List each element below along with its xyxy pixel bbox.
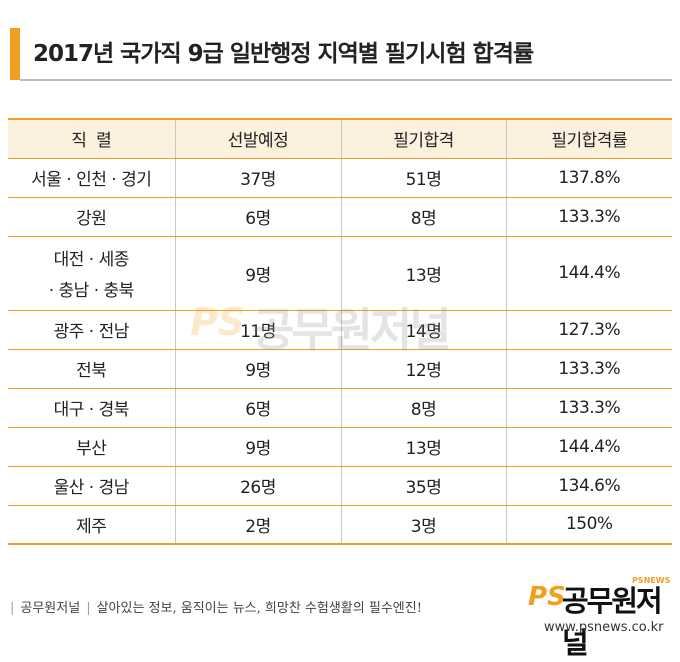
cell-passed: 3명 xyxy=(340,505,506,545)
cell-planned: 2명 xyxy=(174,505,341,545)
divider: | xyxy=(86,601,91,616)
divider: | xyxy=(10,601,15,616)
page-title: 2017년 국가직 9급 일반행정 지역별 필기시험 합격률 xyxy=(33,41,534,67)
cell-planned: 37명 xyxy=(174,158,341,198)
cell-passed: 35명 xyxy=(340,466,506,506)
cell-passed: 51명 xyxy=(340,158,506,198)
table-row: 제주 2명 3명 150% xyxy=(8,505,672,545)
cell-planned: 6명 xyxy=(174,197,341,237)
table-row: 부산 9명 13명 144.4% xyxy=(8,427,672,467)
cell-region-line2: · 충남 · 충북 xyxy=(48,281,135,301)
cell-planned: 9명 xyxy=(174,427,341,467)
cell-rate: 137.8% xyxy=(505,158,672,198)
cell-planned: 11명 xyxy=(174,310,341,350)
cell-region: 제주 xyxy=(8,505,175,545)
title-divider xyxy=(20,79,672,81)
cell-rate: 133.3% xyxy=(505,197,672,237)
footer-brand: 공무원저널 xyxy=(20,601,81,616)
logo-ps: PS xyxy=(528,582,566,612)
header-passed: 필기합격 xyxy=(340,118,506,159)
footer-tagline: | 공무원저널 | 살아있는 정보, 움직이는 뉴스, 희망찬 수험생활의 필수엔진! xyxy=(4,597,422,616)
cell-region: 울산 · 경남 xyxy=(8,466,175,506)
cell-rate: 144.4% xyxy=(505,427,672,467)
cell-rate: 144.4% xyxy=(505,236,672,311)
cell-region: 강원 xyxy=(8,197,175,237)
table-row: 울산 · 경남 26명 35명 134.6% xyxy=(8,466,672,506)
cell-passed: 13명 xyxy=(340,236,506,311)
header-region: 직 렬 xyxy=(8,118,175,159)
header-planned: 선발예정 xyxy=(174,118,341,159)
brand-logo: PS 공무원저널 PSNEWS xyxy=(528,576,678,660)
cell-rate: 133.3% xyxy=(505,388,672,428)
cell-region-line1: 대전 · 세종 xyxy=(53,250,130,270)
cell-region: 전북 xyxy=(8,349,175,389)
table-row: 광주 · 전남 11명 14명 127.3% xyxy=(8,310,672,350)
title-block: 2017년 국가직 9급 일반행정 지역별 필기시험 합격률 xyxy=(0,28,680,80)
table-row: 대구 · 경북 6명 8명 133.3% xyxy=(8,388,672,428)
table-row: 전북 9명 12명 133.3% xyxy=(8,349,672,389)
table-row: 강원 6명 8명 133.3% xyxy=(8,197,672,237)
cell-region: 부산 xyxy=(8,427,175,467)
cell-region: 대구 · 경북 xyxy=(8,388,175,428)
header-rate: 필기합격률 xyxy=(505,118,672,159)
cell-region: 서울 · 인천 · 경기 xyxy=(8,158,175,198)
cell-planned: 6명 xyxy=(174,388,341,428)
cell-rate: 150% xyxy=(505,505,672,545)
logo-news: PSNEWS xyxy=(632,576,671,585)
cell-region: 대전 · 세종 · 충남 · 충북 xyxy=(8,236,175,311)
cell-passed: 14명 xyxy=(340,310,506,350)
table-row: 대전 · 세종 · 충남 · 충북 9명 13명 144.4% xyxy=(8,236,672,311)
cell-passed: 8명 xyxy=(340,197,506,237)
table-row: 서울 · 인천 · 경기 37명 51명 137.8% xyxy=(8,158,672,198)
cell-passed: 8명 xyxy=(340,388,506,428)
cell-planned: 9명 xyxy=(174,349,341,389)
cell-region: 광주 · 전남 xyxy=(8,310,175,350)
cell-planned: 9명 xyxy=(174,236,341,311)
cell-passed: 13명 xyxy=(340,427,506,467)
footer-slogan: 살아있는 정보, 움직이는 뉴스, 희망찬 수험생활의 필수엔진! xyxy=(96,601,422,616)
pass-rate-table: 직 렬 선발예정 필기합격 필기합격률 서울 · 인천 · 경기 37명 51명… xyxy=(8,118,672,545)
title-accent-bar xyxy=(10,28,20,80)
cell-passed: 12명 xyxy=(340,349,506,389)
site-url: www.psnews.co.kr xyxy=(544,620,664,635)
cell-planned: 26명 xyxy=(174,466,341,506)
cell-rate: 133.3% xyxy=(505,349,672,389)
cell-rate: 134.6% xyxy=(505,466,672,506)
table-header-row: 직 렬 선발예정 필기합격 필기합격률 xyxy=(8,118,672,159)
cell-rate: 127.3% xyxy=(505,310,672,350)
